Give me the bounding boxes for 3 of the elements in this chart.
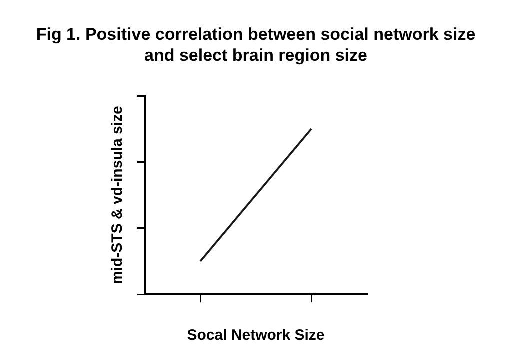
x-axis-title: Socal Network Size [187, 327, 325, 344]
y-axis-title: mid-STS & vd-insula size [109, 106, 126, 284]
chart-title: Fig 1. Positive correlation between social network size and select brain region size [36, 24, 476, 67]
